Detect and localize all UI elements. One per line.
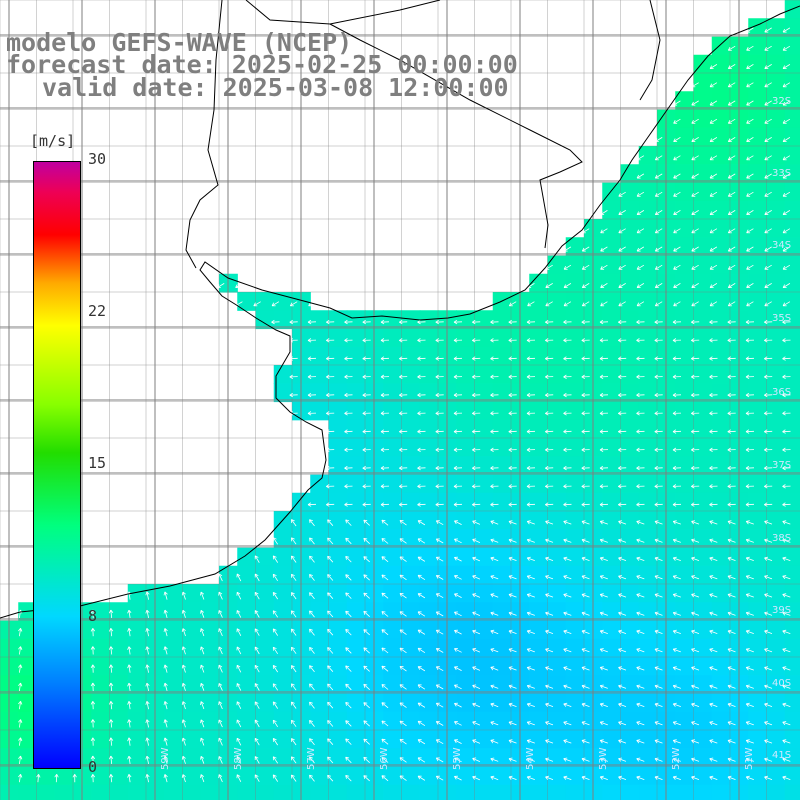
lon-label-59w: 59W <box>160 747 171 770</box>
lat-label-35s: 35S <box>772 313 792 324</box>
lon-label-55w: 55W <box>452 747 463 770</box>
lat-label-38s: 38S <box>772 533 792 544</box>
lon-label-51w: 51W <box>744 747 755 770</box>
lon-label-57w: 57W <box>306 747 317 770</box>
forecast-date: forecast date: 2025-02-25 00:00:00 <box>6 50 518 79</box>
lon-label-54w: 54W <box>525 747 536 770</box>
lat-label-37s: 37S <box>772 460 792 471</box>
colorbar-tick-22: 22 <box>88 302 107 320</box>
lon-label-52w: 52W <box>671 747 682 770</box>
model-title: modelo GEFS-WAVE (NCEP) <box>6 28 353 57</box>
lat-label-40s: 40S <box>772 678 792 689</box>
lon-label-53w: 53W <box>598 747 609 770</box>
colorbar-tick-8: 8 <box>88 607 98 625</box>
colorbar-tick-15: 15 <box>88 454 107 472</box>
colorbar <box>33 161 81 769</box>
colorbar-tick-30: 30 <box>88 150 107 168</box>
lat-label-39s: 39S <box>772 605 792 616</box>
lat-label-36s: 36S <box>772 387 792 398</box>
valid-date: valid date: 2025-03-08 12:00:00 <box>42 73 509 102</box>
colorbar-tick-0: 0 <box>88 758 98 776</box>
lat-label-33s: 33S <box>772 168 792 179</box>
lat-label-41s: 41S <box>772 750 792 761</box>
lon-label-56w: 56W <box>379 747 390 770</box>
lat-label-32s: 32S <box>772 96 792 107</box>
lat-label-34s: 34S <box>772 240 792 251</box>
colorbar-unit: [m/s] <box>30 132 76 150</box>
lon-label-58w: 58W <box>233 747 244 770</box>
